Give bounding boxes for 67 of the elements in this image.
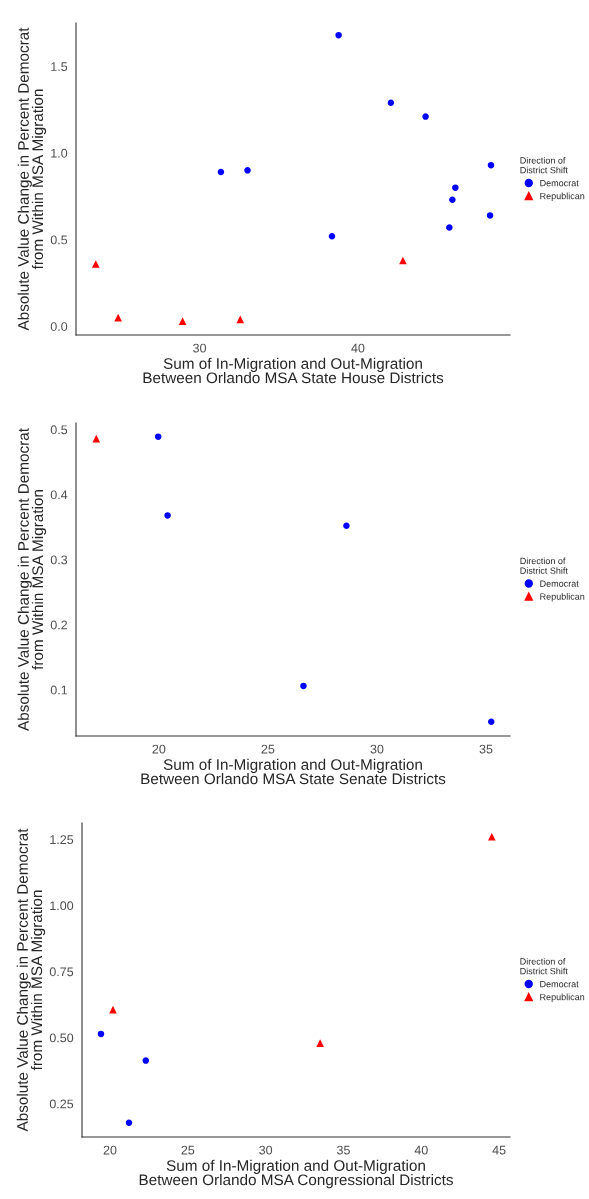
point [164, 512, 171, 519]
point [449, 196, 456, 204]
legend-title: Direction of District Shift [520, 958, 568, 975]
y-tick-label: 0.5 [50, 235, 68, 245]
legend-label: Republican [540, 192, 585, 201]
x-tick-label: 35 [479, 744, 493, 754]
y-tick-label: 0.50 [49, 1033, 74, 1043]
y-tick-label: 1.5 [51, 62, 68, 71]
point [487, 718, 495, 725]
y-axis-title: Absolute Value Change in Percent Democrat from Within MSA Migration [17, 428, 47, 731]
y-axis-title: Absolute Value Change in Percent Democrat from Within MSA Migration [16, 828, 46, 1132]
point [92, 434, 101, 443]
y-tick-label: 0.2 [50, 620, 68, 630]
x-tick-label: 40 [351, 343, 365, 353]
point [328, 232, 336, 240]
y-axis-title: Absolute Value Change in Percent Democrat from Within MSA Migration [17, 27, 47, 331]
point [236, 315, 245, 324]
y-tick-label: 0.3 [50, 555, 68, 565]
point [217, 168, 225, 176]
y-tick-label: 1.0 [51, 148, 68, 158]
point [142, 1057, 150, 1064]
legend-label: Republican [540, 993, 585, 1002]
point [387, 99, 395, 106]
point [92, 260, 100, 268]
x-tick-label: 40 [414, 1145, 428, 1155]
x-tick-label: 30 [193, 343, 207, 353]
x-axis-title: Sum of In-Migration and Out-Migration Between Orlando MSA State House Districts [143, 357, 444, 384]
x-tick-label: 35 [336, 1145, 350, 1155]
point [244, 167, 251, 174]
point [399, 256, 407, 265]
point [300, 682, 307, 690]
legend-label: Democrat [540, 580, 579, 587]
point [446, 224, 453, 231]
legend-label: Democrat [540, 179, 579, 187]
x-axis-title: Sum of In-Migration and Out-Migration Between Orlando MSA State Senate Districts [141, 758, 446, 785]
point [316, 1039, 324, 1047]
y-tick-label: 1.25 [50, 835, 74, 845]
y-tick-label: 0.1 [50, 685, 68, 695]
y-tick-label: 1.00 [50, 901, 74, 911]
x-tick-label: 20 [152, 744, 166, 754]
x-tick-label: 30 [370, 744, 384, 754]
point [486, 212, 494, 219]
legend-label: Democrat [540, 980, 579, 988]
point [178, 317, 187, 325]
point [125, 1119, 133, 1126]
legend-title: Direction of District Shift [520, 157, 568, 174]
y-tick-label: 0.25 [49, 1099, 74, 1109]
y-tick-label: 0.75 [49, 967, 74, 977]
x-tick-label: 25 [261, 744, 275, 754]
y-tick-label: 0.4 [50, 490, 68, 500]
x-tick-label: 20 [103, 1145, 117, 1155]
point [154, 433, 162, 440]
point [335, 31, 342, 39]
point [97, 1030, 105, 1038]
x-axis-title: Sum of In-Migration and Out-Migration Between Orlando MSA Congressional Districts [139, 1159, 453, 1189]
x-tick-label: 45 [492, 1145, 506, 1155]
x-tick-label: 25 [181, 1145, 195, 1155]
point [343, 522, 350, 530]
point [452, 184, 459, 191]
x-tick-label: 30 [259, 1145, 273, 1155]
legend-title: Direction of District Shift [520, 557, 568, 574]
point [487, 161, 495, 169]
legend-label: Republican [540, 593, 585, 602]
point [487, 832, 496, 841]
y-tick-label: 0.5 [50, 425, 68, 435]
y-tick-label: 0.0 [50, 322, 68, 331]
point [422, 113, 429, 120]
